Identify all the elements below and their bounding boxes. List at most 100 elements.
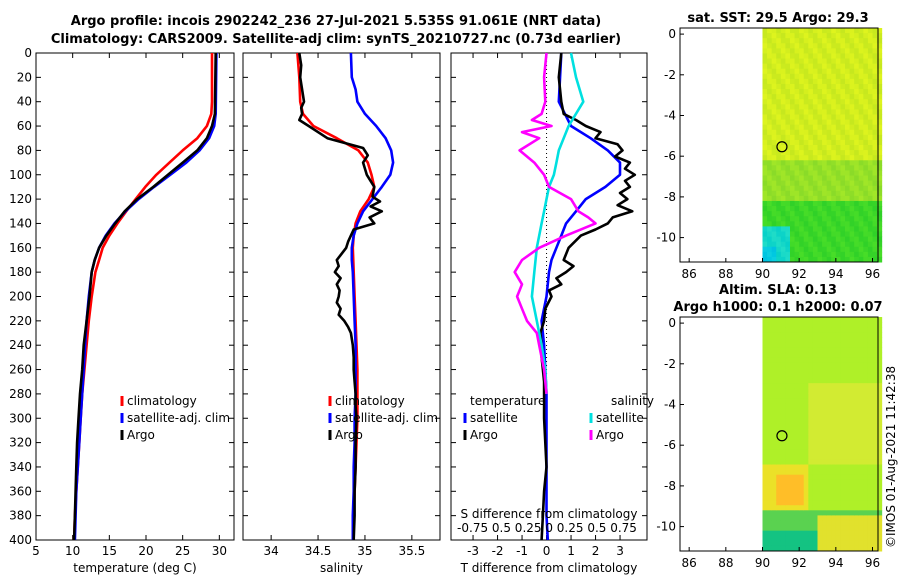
sst-map-cell bbox=[794, 124, 800, 131]
sst-map-cell bbox=[817, 119, 823, 126]
sst-map-cell bbox=[867, 236, 873, 243]
sst-map-cell bbox=[877, 170, 883, 177]
sla-map-cell bbox=[872, 398, 878, 404]
sla-map-cell bbox=[808, 474, 814, 481]
sla-map-cell bbox=[849, 357, 855, 364]
sla-map-cell bbox=[858, 449, 864, 455]
sst-map-cell bbox=[817, 83, 823, 90]
sla-map-cell bbox=[863, 459, 869, 466]
sst-map-cell bbox=[835, 185, 841, 192]
sst-map-cell bbox=[794, 73, 800, 80]
sla-map-cell bbox=[790, 495, 796, 501]
sst-map-cell bbox=[808, 221, 814, 227]
sla-map-cell bbox=[877, 413, 883, 420]
sst-map-cell bbox=[771, 38, 777, 44]
sla-map-cell bbox=[831, 479, 837, 486]
sst-map-cell bbox=[822, 48, 828, 54]
sla-map-cell bbox=[785, 500, 791, 506]
sst-map-cell bbox=[817, 124, 823, 131]
sla-map-cell bbox=[863, 489, 869, 496]
sst-map-cell bbox=[831, 236, 837, 243]
sst-map-cell bbox=[771, 68, 777, 75]
sst-map-cell bbox=[835, 211, 841, 217]
sst-map-cell bbox=[776, 211, 782, 217]
sst-map-cell bbox=[776, 160, 782, 166]
sst-map-cell bbox=[799, 155, 805, 161]
sst-map-cell bbox=[863, 231, 869, 238]
sla-map-cell bbox=[817, 367, 823, 374]
sst-map-cell bbox=[858, 241, 864, 248]
sla-map-cell bbox=[822, 454, 828, 460]
sst-map-cell bbox=[812, 241, 818, 248]
sst-map-cell bbox=[780, 104, 786, 110]
sla-map-cell bbox=[854, 439, 860, 445]
sla-map-cell bbox=[794, 525, 800, 532]
sla-map-cell bbox=[812, 459, 818, 466]
sla-map-cell bbox=[794, 474, 800, 481]
sst-map-cell bbox=[794, 58, 800, 65]
sla-map-cell bbox=[803, 459, 809, 466]
sla-map-cell bbox=[867, 362, 873, 369]
temperature-xtick-label: 10 bbox=[65, 544, 80, 558]
sst-map-cell bbox=[835, 256, 841, 263]
sla-map-cell bbox=[872, 449, 878, 455]
sla-map-cell bbox=[831, 327, 837, 333]
sla-map-cell bbox=[780, 515, 786, 521]
sla-map-cell bbox=[785, 489, 791, 496]
sst-map-cell bbox=[858, 236, 864, 243]
sla-map-cell bbox=[849, 489, 855, 496]
sst-map-cell bbox=[794, 190, 800, 197]
sla-map-cell bbox=[790, 535, 796, 542]
sst-map-cell bbox=[872, 180, 878, 187]
sla-map-cell bbox=[835, 510, 841, 516]
sla-map-cell bbox=[872, 418, 878, 425]
sla-map-cell bbox=[817, 393, 823, 399]
sla-map-cell bbox=[867, 388, 873, 394]
sst-map-cell bbox=[863, 206, 869, 212]
sla-map-cell bbox=[808, 515, 814, 521]
sst-map-cell bbox=[767, 190, 773, 197]
sst-map-cell bbox=[849, 48, 855, 54]
sla-map-cell bbox=[812, 398, 818, 404]
sst-map-cell bbox=[767, 251, 773, 258]
sla-map-cell bbox=[803, 464, 809, 471]
sla-map-cell bbox=[831, 449, 837, 455]
sla-map-cell bbox=[849, 434, 855, 440]
sla-map-cell bbox=[872, 342, 878, 349]
sla-map-cell bbox=[780, 408, 786, 415]
sla-map-cell bbox=[799, 535, 805, 542]
sst-map-cell bbox=[771, 58, 777, 65]
sst-map-cell bbox=[831, 185, 837, 192]
sla-map-cell bbox=[877, 408, 883, 415]
sst-map-cell bbox=[872, 236, 878, 243]
sla-map-cell bbox=[794, 332, 800, 338]
sla-map-cell bbox=[849, 525, 855, 532]
sla-map-cell bbox=[762, 362, 768, 369]
sst-map-cell bbox=[767, 206, 773, 212]
sla-map-cell bbox=[803, 449, 809, 455]
sla-map-cell bbox=[849, 423, 855, 430]
sla-map-cell bbox=[835, 408, 841, 415]
sla-map-cell bbox=[858, 474, 864, 481]
sst-map-cell bbox=[799, 246, 805, 253]
sla-map-cell bbox=[845, 439, 851, 445]
sla-map-cell bbox=[867, 469, 873, 476]
temperature-series-line bbox=[73, 52, 218, 541]
sst-map-cell bbox=[767, 195, 773, 202]
sst-map-cell bbox=[817, 236, 823, 243]
sla-map-cell bbox=[767, 510, 773, 516]
sla-map-cell bbox=[840, 383, 846, 389]
sla-map-cell bbox=[858, 317, 864, 323]
sla-map-cell bbox=[822, 525, 828, 532]
sla-map-cell bbox=[826, 469, 832, 476]
sla-map-cell bbox=[835, 535, 841, 542]
sst-map-cell bbox=[808, 180, 814, 187]
sst-map-cell bbox=[767, 185, 773, 192]
sla-map-cell bbox=[812, 495, 818, 501]
sst-map-cell bbox=[822, 94, 828, 100]
sla-map-cell bbox=[822, 403, 828, 410]
sst-map-cell bbox=[803, 139, 809, 146]
sla-map-cell bbox=[785, 332, 791, 338]
sst-map-cell bbox=[767, 119, 773, 126]
sla-map-cell bbox=[803, 398, 809, 404]
